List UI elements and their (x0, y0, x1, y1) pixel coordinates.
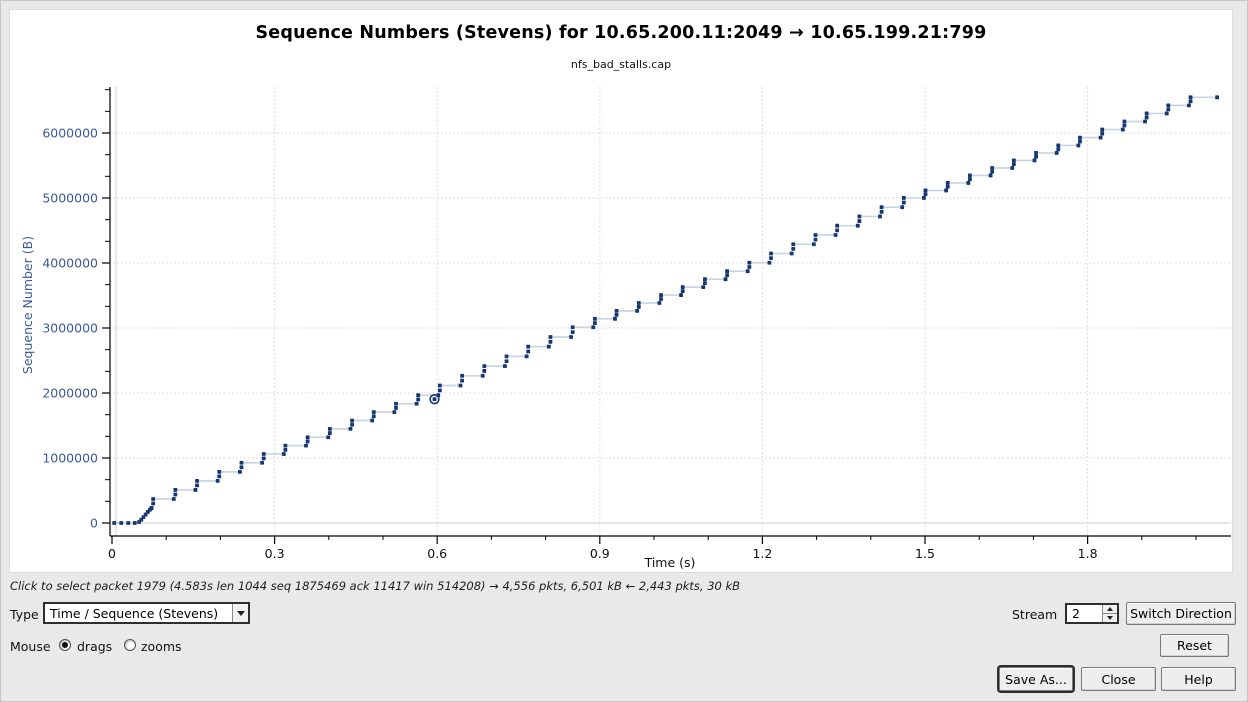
series-points (112, 95, 1220, 525)
stream-label: Stream (1012, 607, 1058, 622)
help-button[interactable]: Help (1161, 667, 1236, 691)
axes (109, 87, 1231, 537)
svg-text:5000000: 5000000 (42, 191, 98, 206)
svg-text:0: 0 (108, 546, 116, 561)
stream-spinner-value: 2 (1072, 606, 1080, 621)
svg-text:4000000: 4000000 (42, 256, 98, 271)
svg-text:0.9: 0.9 (590, 546, 610, 561)
series-connectors (114, 96, 1218, 524)
graph-panel: 0 0.3 0.6 0.9 1.2 1.5 1.8 Time (s) 0 1000000 20000… (9, 9, 1233, 573)
reset-button[interactable]: Reset (1160, 634, 1229, 657)
x-axis-title: Time (s) (644, 555, 696, 570)
mouse-label: Mouse (10, 639, 51, 654)
chevron-down-icon (236, 610, 245, 616)
mouse-radio-drags[interactable] (59, 639, 71, 651)
svg-text:1.2: 1.2 (752, 546, 772, 561)
chart-subtitle: nfs_bad_stalls.cap (570, 58, 672, 71)
svg-text:0.6: 0.6 (427, 546, 447, 561)
status-text: Click to select packet 1979 (4.583s len … (10, 579, 741, 593)
y-axis-ticks: 0 1000000 2000000 3000000 4000000 5000000 6000… (20, 89, 110, 531)
selected-packet-marker (429, 393, 440, 405)
gridlines (113, 87, 1231, 536)
graph-type-combobox[interactable]: Time / Sequence (Stevens) (43, 602, 250, 624)
y-axis-title: Sequence Number (B) (20, 236, 35, 374)
svg-text:1000000: 1000000 (42, 451, 98, 466)
chevron-up-icon (1107, 607, 1113, 611)
mouse-radio-zooms[interactable] (124, 639, 136, 651)
switch-direction-button[interactable]: Switch Direction (1126, 602, 1236, 625)
svg-text:2000000: 2000000 (42, 386, 98, 401)
graph-type-value: Time / Sequence (Stevens) (50, 605, 219, 621)
svg-text:6000000: 6000000 (42, 126, 98, 141)
plot-area[interactable]: 0 0.3 0.6 0.9 1.2 1.5 1.8 Time (s) 0 1000000 20000… (10, 10, 1234, 574)
stream-spinner[interactable]: 2 (1065, 603, 1119, 624)
spinner-down-button[interactable] (1103, 614, 1117, 622)
svg-text:0.3: 0.3 (265, 546, 285, 561)
mouse-radio-zooms-label[interactable]: zooms (141, 639, 182, 654)
chevron-down-icon (1107, 616, 1113, 620)
svg-text:1.5: 1.5 (915, 546, 935, 561)
x-axis-ticks: 0 0.3 0.6 0.9 1.2 1.5 1.8 Time (s) (108, 536, 1197, 570)
spinner-up-button[interactable] (1103, 605, 1117, 614)
svg-text:3000000: 3000000 (42, 321, 98, 336)
chart-title: Sequence Numbers (Stevens) for 10.65.200… (255, 23, 987, 43)
stream-spinner-buttons (1102, 605, 1117, 622)
close-button[interactable]: Close (1081, 667, 1156, 691)
zero-lines (113, 87, 1231, 536)
combobox-dropdown-button[interactable] (232, 604, 248, 622)
type-label: Type (10, 607, 39, 622)
svg-text:1.8: 1.8 (1078, 546, 1098, 561)
mouse-radio-drags-label[interactable]: drags (77, 639, 113, 654)
save-as-button[interactable]: Save As... (999, 667, 1073, 691)
svg-text:0: 0 (90, 516, 98, 531)
